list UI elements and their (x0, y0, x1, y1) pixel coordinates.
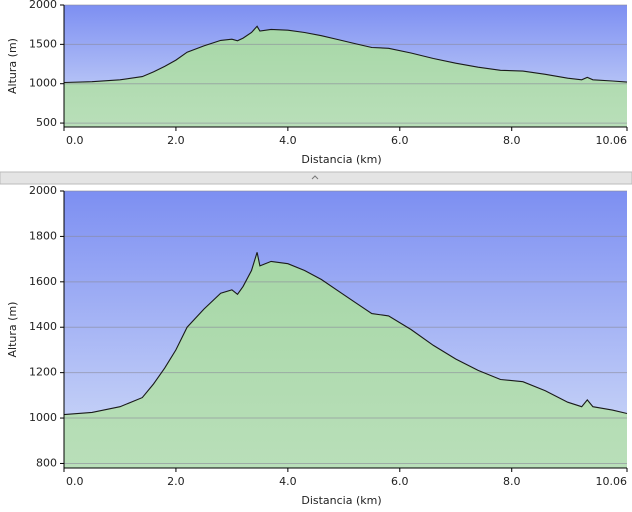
y-tick-label: 2000 (29, 0, 57, 11)
x-tick-label: 10.06 (596, 134, 628, 147)
splitter[interactable] (0, 171, 632, 185)
elevation-area (64, 26, 627, 127)
elevation-line (63, 25, 628, 84)
x-tick-label: 6.0 (391, 475, 409, 488)
y-tick-label: 1400 (29, 320, 57, 333)
x-axis-title: Distancia (km) (301, 494, 381, 507)
y-tick-label: 500 (36, 116, 57, 129)
x-tick-label: 8.0 (503, 134, 521, 147)
x-tick-label: 4.0 (279, 134, 297, 147)
y-tick-label: 2000 (29, 184, 57, 197)
x-tick-label: 0.0 (66, 475, 84, 488)
y-tick-label: 1000 (29, 411, 57, 424)
y-tick-label: 1500 (29, 37, 57, 50)
y-axis-title: Altura (m) (6, 302, 19, 358)
x-tick-label: 10.06 (596, 475, 628, 488)
x-tick-label: 6.0 (391, 134, 409, 147)
elevation-area (64, 252, 627, 468)
x-tick-label: 4.0 (279, 475, 297, 488)
x-tick-label: 2.0 (167, 475, 185, 488)
x-tick-label: 0.0 (66, 134, 84, 147)
y-tick-label: 1000 (29, 77, 57, 90)
x-tick-label: 8.0 (503, 475, 521, 488)
y-tick-label: 1800 (29, 229, 57, 242)
y-tick-label: 1600 (29, 275, 57, 288)
y-tick-label: 800 (36, 456, 57, 469)
y-axis-title: Altura (m) (6, 38, 19, 94)
elevation-line (63, 252, 628, 416)
x-tick-label: 2.0 (167, 134, 185, 147)
x-axis-title: Distancia (km) (301, 153, 381, 166)
splitter-handle[interactable] (311, 175, 319, 180)
y-tick-label: 1200 (29, 366, 57, 379)
